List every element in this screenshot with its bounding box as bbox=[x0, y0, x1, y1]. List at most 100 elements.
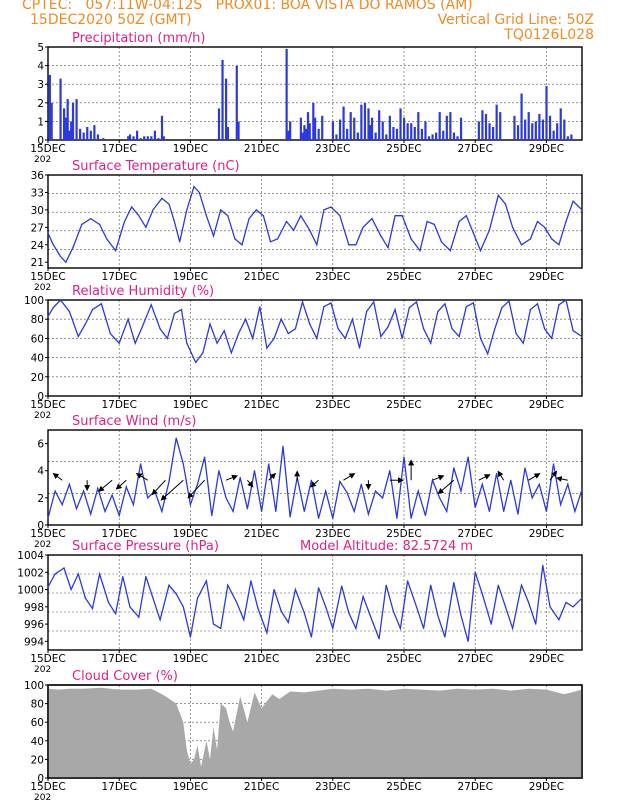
precip-bar bbox=[456, 136, 459, 140]
data-point-rh bbox=[515, 333, 517, 335]
precip-bar bbox=[305, 128, 308, 140]
precip-bar bbox=[356, 132, 359, 140]
precip-bar bbox=[225, 78, 228, 140]
precip-bar bbox=[139, 138, 142, 140]
data-point-rh bbox=[330, 302, 332, 304]
y-tick-label-temp: 27 bbox=[31, 222, 44, 234]
data-point-temp bbox=[255, 209, 257, 211]
data-point-wind bbox=[446, 510, 448, 513]
data-point-temp bbox=[371, 217, 373, 220]
data-point-wind bbox=[275, 510, 277, 513]
data-point-pres bbox=[325, 606, 327, 608]
data-point-pres bbox=[310, 636, 313, 638]
data-point-rh bbox=[316, 337, 318, 339]
data-point-wind bbox=[132, 504, 135, 506]
data-point-rh bbox=[77, 335, 79, 338]
data-point-rh bbox=[437, 310, 439, 313]
data-point-wind bbox=[204, 456, 206, 458]
data-point-pres bbox=[77, 573, 79, 575]
x-tick-label-temp: 17DEC bbox=[101, 271, 136, 283]
data-point-rh bbox=[408, 307, 410, 309]
data-point-rh bbox=[244, 318, 247, 320]
precip-bar bbox=[435, 132, 438, 140]
data-point-pres bbox=[212, 623, 215, 625]
data-point-temp bbox=[401, 215, 403, 217]
precip-bar bbox=[495, 104, 498, 140]
y-tick-label-rh: 80 bbox=[31, 314, 44, 326]
data-point-pres bbox=[257, 607, 259, 610]
x-tick-label-temp: 21DEC bbox=[244, 271, 279, 283]
y-tick-label-precip: 5 bbox=[37, 42, 44, 54]
data-point-temp bbox=[173, 220, 175, 223]
data-point-temp bbox=[138, 215, 140, 217]
data-point-wind bbox=[196, 483, 199, 485]
data-point-pres bbox=[175, 593, 177, 595]
x-tick-label-cloud: 25DEC bbox=[386, 781, 421, 793]
precip-bar bbox=[545, 86, 548, 140]
data-point-rh bbox=[358, 347, 361, 349]
panel-annotation-pres: Model Altitude: 82.5724 m bbox=[300, 539, 473, 554]
precip-bar bbox=[79, 128, 82, 140]
precip-bar bbox=[353, 117, 356, 140]
data-point-pres bbox=[266, 632, 268, 634]
data-point-temp bbox=[59, 255, 62, 257]
panel-title-pres: Surface Pressure (hPa) bbox=[72, 539, 219, 554]
data-point-pres bbox=[341, 585, 343, 587]
y-tick-label-wind: 4 bbox=[37, 466, 44, 478]
precip-bar bbox=[82, 132, 85, 140]
precip-bar bbox=[488, 123, 491, 140]
data-point-wind bbox=[581, 489, 583, 491]
data-point-rh bbox=[394, 309, 396, 311]
data-point-pres bbox=[63, 567, 65, 569]
data-point-temp bbox=[565, 220, 567, 223]
data-point-temp bbox=[544, 226, 546, 228]
data-point-temp bbox=[536, 220, 539, 223]
data-point-pres bbox=[129, 606, 131, 608]
data-point-rh bbox=[259, 306, 261, 308]
wind-vector-arrow bbox=[246, 479, 254, 488]
precip-bar bbox=[360, 104, 363, 140]
wind-vector-arrow bbox=[98, 479, 113, 492]
x-year-label-cloud: 202 bbox=[34, 793, 51, 800]
data-point-temp bbox=[581, 209, 583, 211]
data-point-temp bbox=[152, 209, 154, 211]
precip-bar bbox=[285, 48, 288, 140]
precip-bar bbox=[403, 117, 406, 140]
data-point-temp bbox=[227, 215, 229, 217]
x-tick-label-pres: 21DEC bbox=[244, 653, 279, 665]
data-point-temp bbox=[449, 249, 451, 252]
data-point-rh bbox=[118, 342, 120, 344]
data-point-pres bbox=[378, 638, 380, 640]
data-point-rh bbox=[479, 337, 482, 339]
data-point-wind bbox=[467, 456, 469, 458]
data-point-wind bbox=[268, 463, 270, 465]
data-point-wind bbox=[538, 483, 540, 485]
data-point-pres bbox=[70, 588, 72, 591]
y-tick-label-precip: 4 bbox=[37, 61, 44, 73]
data-point-wind bbox=[54, 490, 56, 492]
data-point-rh bbox=[287, 333, 289, 335]
precip-bar bbox=[312, 102, 315, 140]
precip-bar bbox=[102, 138, 105, 140]
data-point-temp bbox=[497, 194, 499, 196]
data-point-rh bbox=[216, 342, 218, 344]
data-point-wind bbox=[83, 490, 85, 492]
precip-bar bbox=[346, 128, 349, 140]
data-point-wind bbox=[531, 497, 533, 499]
x-tick-label-cloud: 21DEC bbox=[244, 781, 279, 793]
x-tick-label-temp: 23DEC bbox=[315, 271, 350, 283]
y-tick-label-temp: 21 bbox=[31, 257, 44, 269]
data-point-temp bbox=[115, 249, 117, 252]
data-point-temp bbox=[488, 229, 491, 231]
y-tick-label-pres: 996 bbox=[24, 619, 44, 631]
y-tick-label-precip: 2 bbox=[37, 98, 44, 110]
data-point-pres bbox=[422, 627, 425, 630]
data-point-pres bbox=[84, 597, 86, 599]
data-point-wind bbox=[396, 517, 398, 519]
data-point-wind bbox=[367, 513, 369, 515]
precip-bar bbox=[146, 136, 149, 140]
data-point-temp bbox=[186, 209, 188, 211]
data-point-pres bbox=[303, 612, 305, 614]
precip-bar bbox=[424, 121, 427, 140]
